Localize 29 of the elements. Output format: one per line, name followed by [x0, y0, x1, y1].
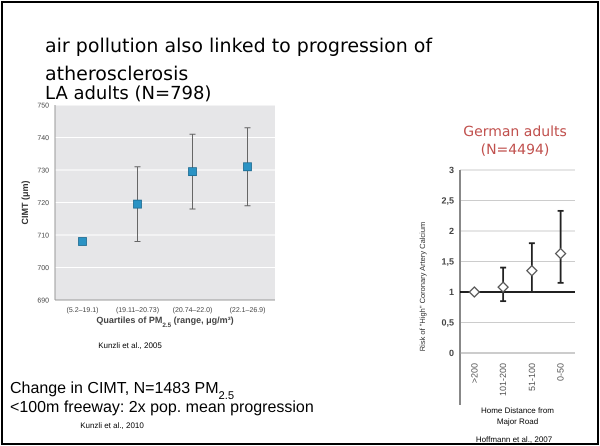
chart-title: German adults (N=4494): [463, 124, 567, 158]
x-axis-title: Quartiles of PM$_{2.5}$ (range, μg/m³): [96, 315, 234, 328]
y-tick-label: 2,5: [441, 196, 454, 206]
point: [188, 167, 197, 176]
point: [526, 265, 538, 276]
chart-subtitle: LA adults (N=798): [45, 83, 212, 104]
x-tick-label: >200: [469, 363, 480, 384]
text: Kunzli et al., 2010: [80, 421, 144, 430]
text: Kunzli et al., 2005: [98, 341, 162, 350]
x-tick-label: 0-50: [556, 363, 566, 382]
text: <100m freeway: 2x pop. mean progression: [10, 399, 314, 416]
point: [497, 281, 509, 293]
y-tick-label: 1: [448, 287, 454, 298]
y-tick-label: 0,5: [441, 318, 454, 328]
point: [243, 162, 252, 172]
chart-title: air pollution also linked to progression of atherosclerosis: [45, 35, 434, 85]
y-axis-title: CIMT (μm): [20, 180, 30, 224]
x-tick-label: 101-200: [498, 363, 508, 396]
point: [468, 286, 480, 298]
point: [78, 237, 87, 246]
y-tick-label: 0: [448, 348, 454, 358]
x-axis-title: Home Distance from Major Road: [481, 406, 554, 426]
y-tick-label: 1,5: [441, 256, 454, 267]
point: [554, 248, 566, 260]
point: [133, 200, 142, 209]
text: Hoffmann et al., 2007: [476, 435, 553, 444]
y-tick-label: 2: [448, 226, 454, 236]
y-tick-label: 3: [448, 165, 454, 176]
x-tick-label: 51-100: [526, 363, 537, 392]
